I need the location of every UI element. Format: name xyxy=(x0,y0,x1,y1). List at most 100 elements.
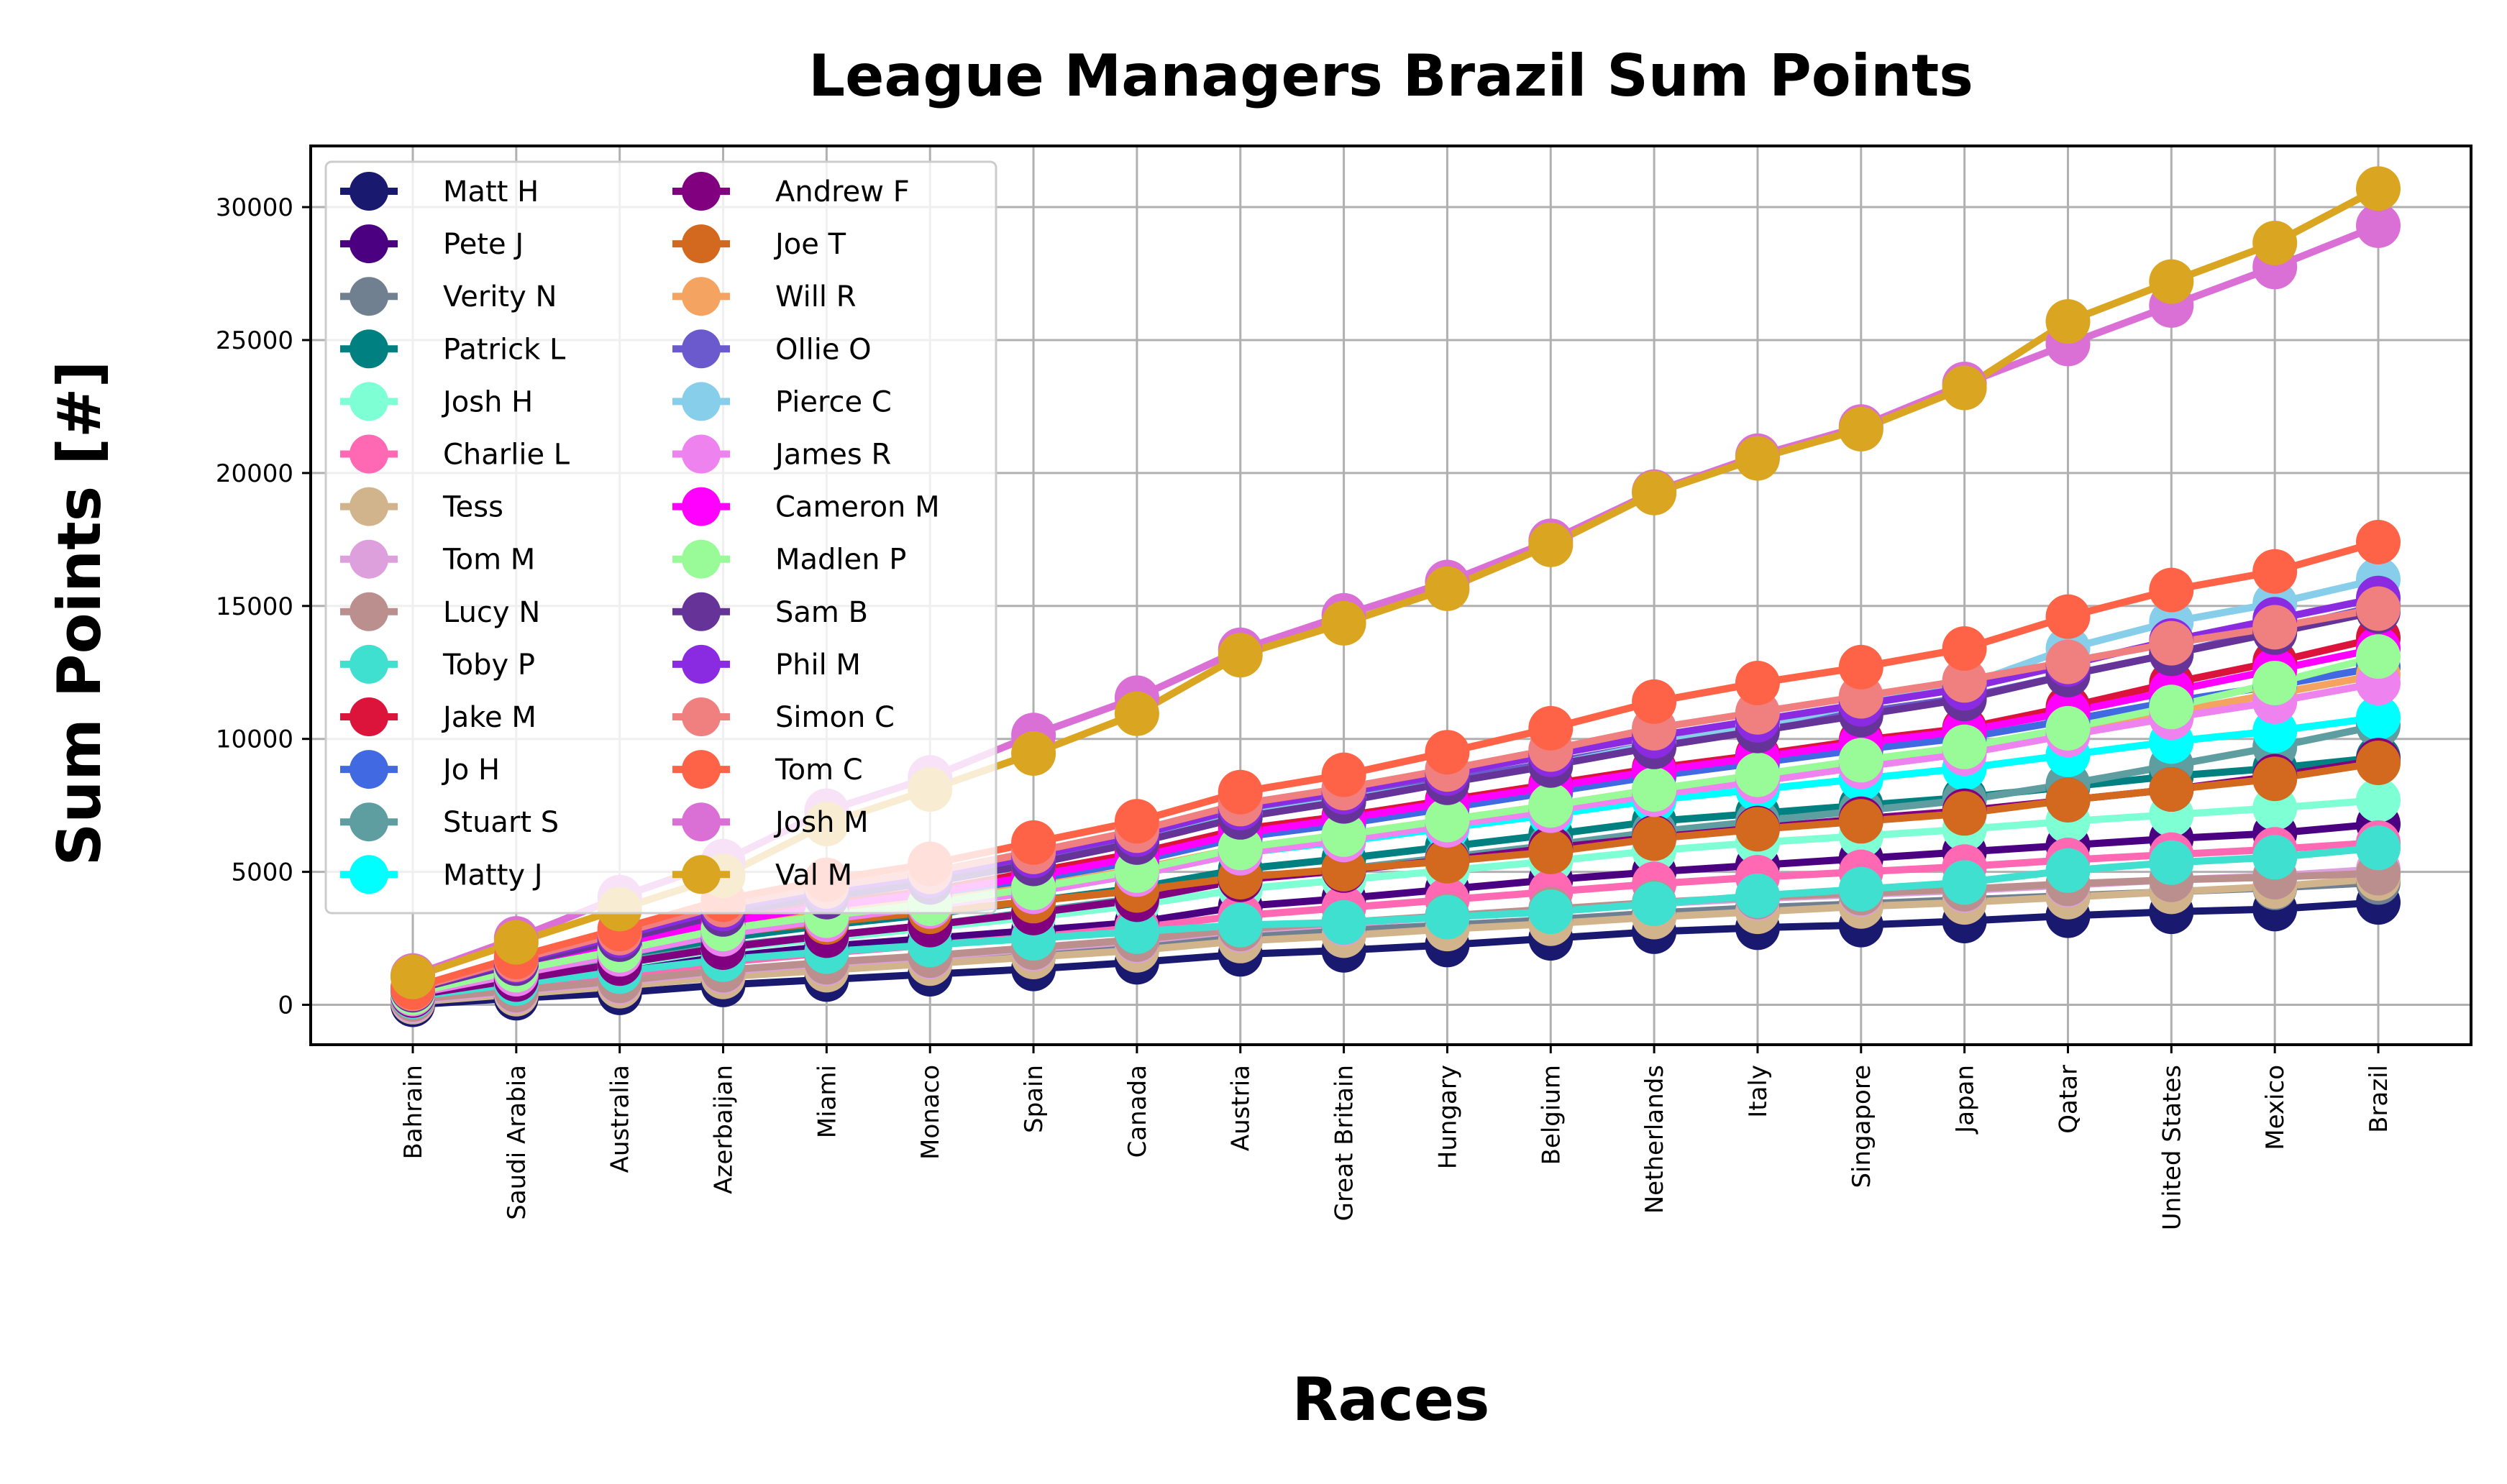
data-point xyxy=(1528,705,1574,751)
x-tick-label: Belgium xyxy=(1537,1065,1566,1165)
legend-label: Matty J xyxy=(443,858,543,892)
legend-label: Pierce C xyxy=(775,385,892,418)
y-tick-label: 25000 xyxy=(216,326,293,355)
legend-item: Tom C xyxy=(672,750,863,789)
y-tick-label: 30000 xyxy=(216,193,293,222)
legend-label: Andrew F xyxy=(775,175,910,209)
legend-label: Val M xyxy=(775,858,852,892)
data-point xyxy=(1011,731,1056,776)
data-point xyxy=(2149,620,2194,666)
legend-item: Jo H xyxy=(340,750,500,789)
x-tick-label: Netherlands xyxy=(1640,1065,1669,1214)
legend-swatch-marker xyxy=(682,539,721,579)
legend-item: Matt H xyxy=(340,172,539,211)
legend-swatch-marker xyxy=(682,750,721,789)
legend-swatch-marker xyxy=(350,802,388,842)
legend-swatch-marker xyxy=(350,434,388,474)
legend-label: Josh M xyxy=(773,806,869,839)
legend-label: Josh H xyxy=(441,385,533,418)
legend-item: Simon C xyxy=(672,697,895,736)
data-point xyxy=(2252,549,2298,594)
legend-swatch-marker xyxy=(350,697,388,736)
legend-item: Tom M xyxy=(340,539,535,579)
data-point xyxy=(2252,221,2298,265)
legend-item: Cameron M xyxy=(672,487,940,526)
legend-item: Josh M xyxy=(672,802,869,842)
data-point xyxy=(2149,259,2194,304)
data-point xyxy=(1942,365,1987,411)
legend-item: Val M xyxy=(672,855,852,894)
data-point xyxy=(1632,470,1677,516)
chart-title: League Managers Brazil Sum Points xyxy=(808,42,1973,109)
data-point xyxy=(1114,799,1159,844)
legend-label: Tom C xyxy=(775,754,863,787)
data-point xyxy=(2356,825,2401,871)
legend-swatch-marker xyxy=(682,855,721,894)
legend-item: Will R xyxy=(672,277,857,316)
data-point xyxy=(1425,797,1470,843)
legend-item: Sam B xyxy=(672,592,868,631)
legend-item: Matty J xyxy=(340,855,543,894)
legend-item: Toby P xyxy=(340,644,535,684)
x-tick-label: Azerbaijan xyxy=(710,1065,739,1194)
legend-swatch-marker xyxy=(682,487,721,526)
legend-label: Sam B xyxy=(775,596,868,629)
y-axis-label: Sum Points [#] xyxy=(45,360,114,866)
data-point xyxy=(1321,899,1366,945)
legend-label: Will R xyxy=(775,280,857,313)
legend-item: Pete J xyxy=(340,224,524,264)
data-point xyxy=(2356,634,2401,679)
data-point xyxy=(1942,658,1987,703)
plot-frame xyxy=(309,145,2472,1046)
data-point xyxy=(1632,679,1677,724)
legend-item: Pierce C xyxy=(672,382,892,421)
data-point xyxy=(1425,730,1470,775)
legend: Matt H Pete J Verity N Patrick L Josh H Charl… xyxy=(324,160,997,915)
x-tick-label: Saudi Arabia xyxy=(503,1065,531,1220)
y-tick-label: 10000 xyxy=(216,725,293,754)
data-point xyxy=(2149,567,2194,613)
legend-swatch-marker xyxy=(682,277,721,316)
x-tick-label: Singapore xyxy=(1848,1065,1876,1188)
data-point xyxy=(2045,299,2091,344)
data-point xyxy=(1735,873,1780,918)
legend-label: Tom M xyxy=(442,544,535,577)
x-tick-label: Hungary xyxy=(1433,1065,1462,1169)
legend-swatch-marker xyxy=(682,329,721,369)
data-point xyxy=(1321,812,1366,857)
data-point xyxy=(2252,605,2298,650)
legend-label: Verity N xyxy=(443,280,557,313)
data-point xyxy=(1942,626,1987,671)
legend-label: Jo H xyxy=(441,754,500,787)
legend-label: Patrick L xyxy=(443,333,566,366)
y-tick-label: 5000 xyxy=(231,858,293,887)
legend-item: Ollie O xyxy=(672,329,872,369)
data-point xyxy=(1114,691,1159,736)
x-tick-label: Canada xyxy=(1123,1065,1152,1158)
x-tick-label: United States xyxy=(2157,1065,2186,1230)
data-point xyxy=(1218,902,1263,948)
x-tick-label: Qatar xyxy=(2054,1065,2083,1134)
data-point xyxy=(1114,909,1159,954)
x-axis-label: Races xyxy=(1292,1365,1490,1434)
data-point xyxy=(1425,894,1470,940)
x-tick-label: Miami xyxy=(813,1065,841,1138)
legend-swatch-marker xyxy=(682,434,721,474)
data-point xyxy=(1632,881,1677,926)
x-tick-label: Australia xyxy=(606,1065,635,1173)
legend-label: James R xyxy=(773,439,891,472)
data-point xyxy=(1735,752,1780,797)
data-point xyxy=(2149,684,2194,730)
data-point xyxy=(1528,522,1574,567)
data-point xyxy=(1735,661,1780,705)
legend-swatch-marker xyxy=(350,539,388,579)
legend-label: Toby P xyxy=(442,649,535,682)
x-tick-label: Italy xyxy=(1744,1065,1773,1118)
data-point xyxy=(2356,777,2401,823)
x-tick-label: Mexico xyxy=(2261,1065,2290,1150)
data-point xyxy=(1528,889,1574,935)
legend-swatch-marker xyxy=(682,802,721,842)
legend-label: Jake M xyxy=(441,701,536,734)
legend-swatch-marker xyxy=(682,592,721,631)
legend-swatch-marker xyxy=(350,644,388,684)
